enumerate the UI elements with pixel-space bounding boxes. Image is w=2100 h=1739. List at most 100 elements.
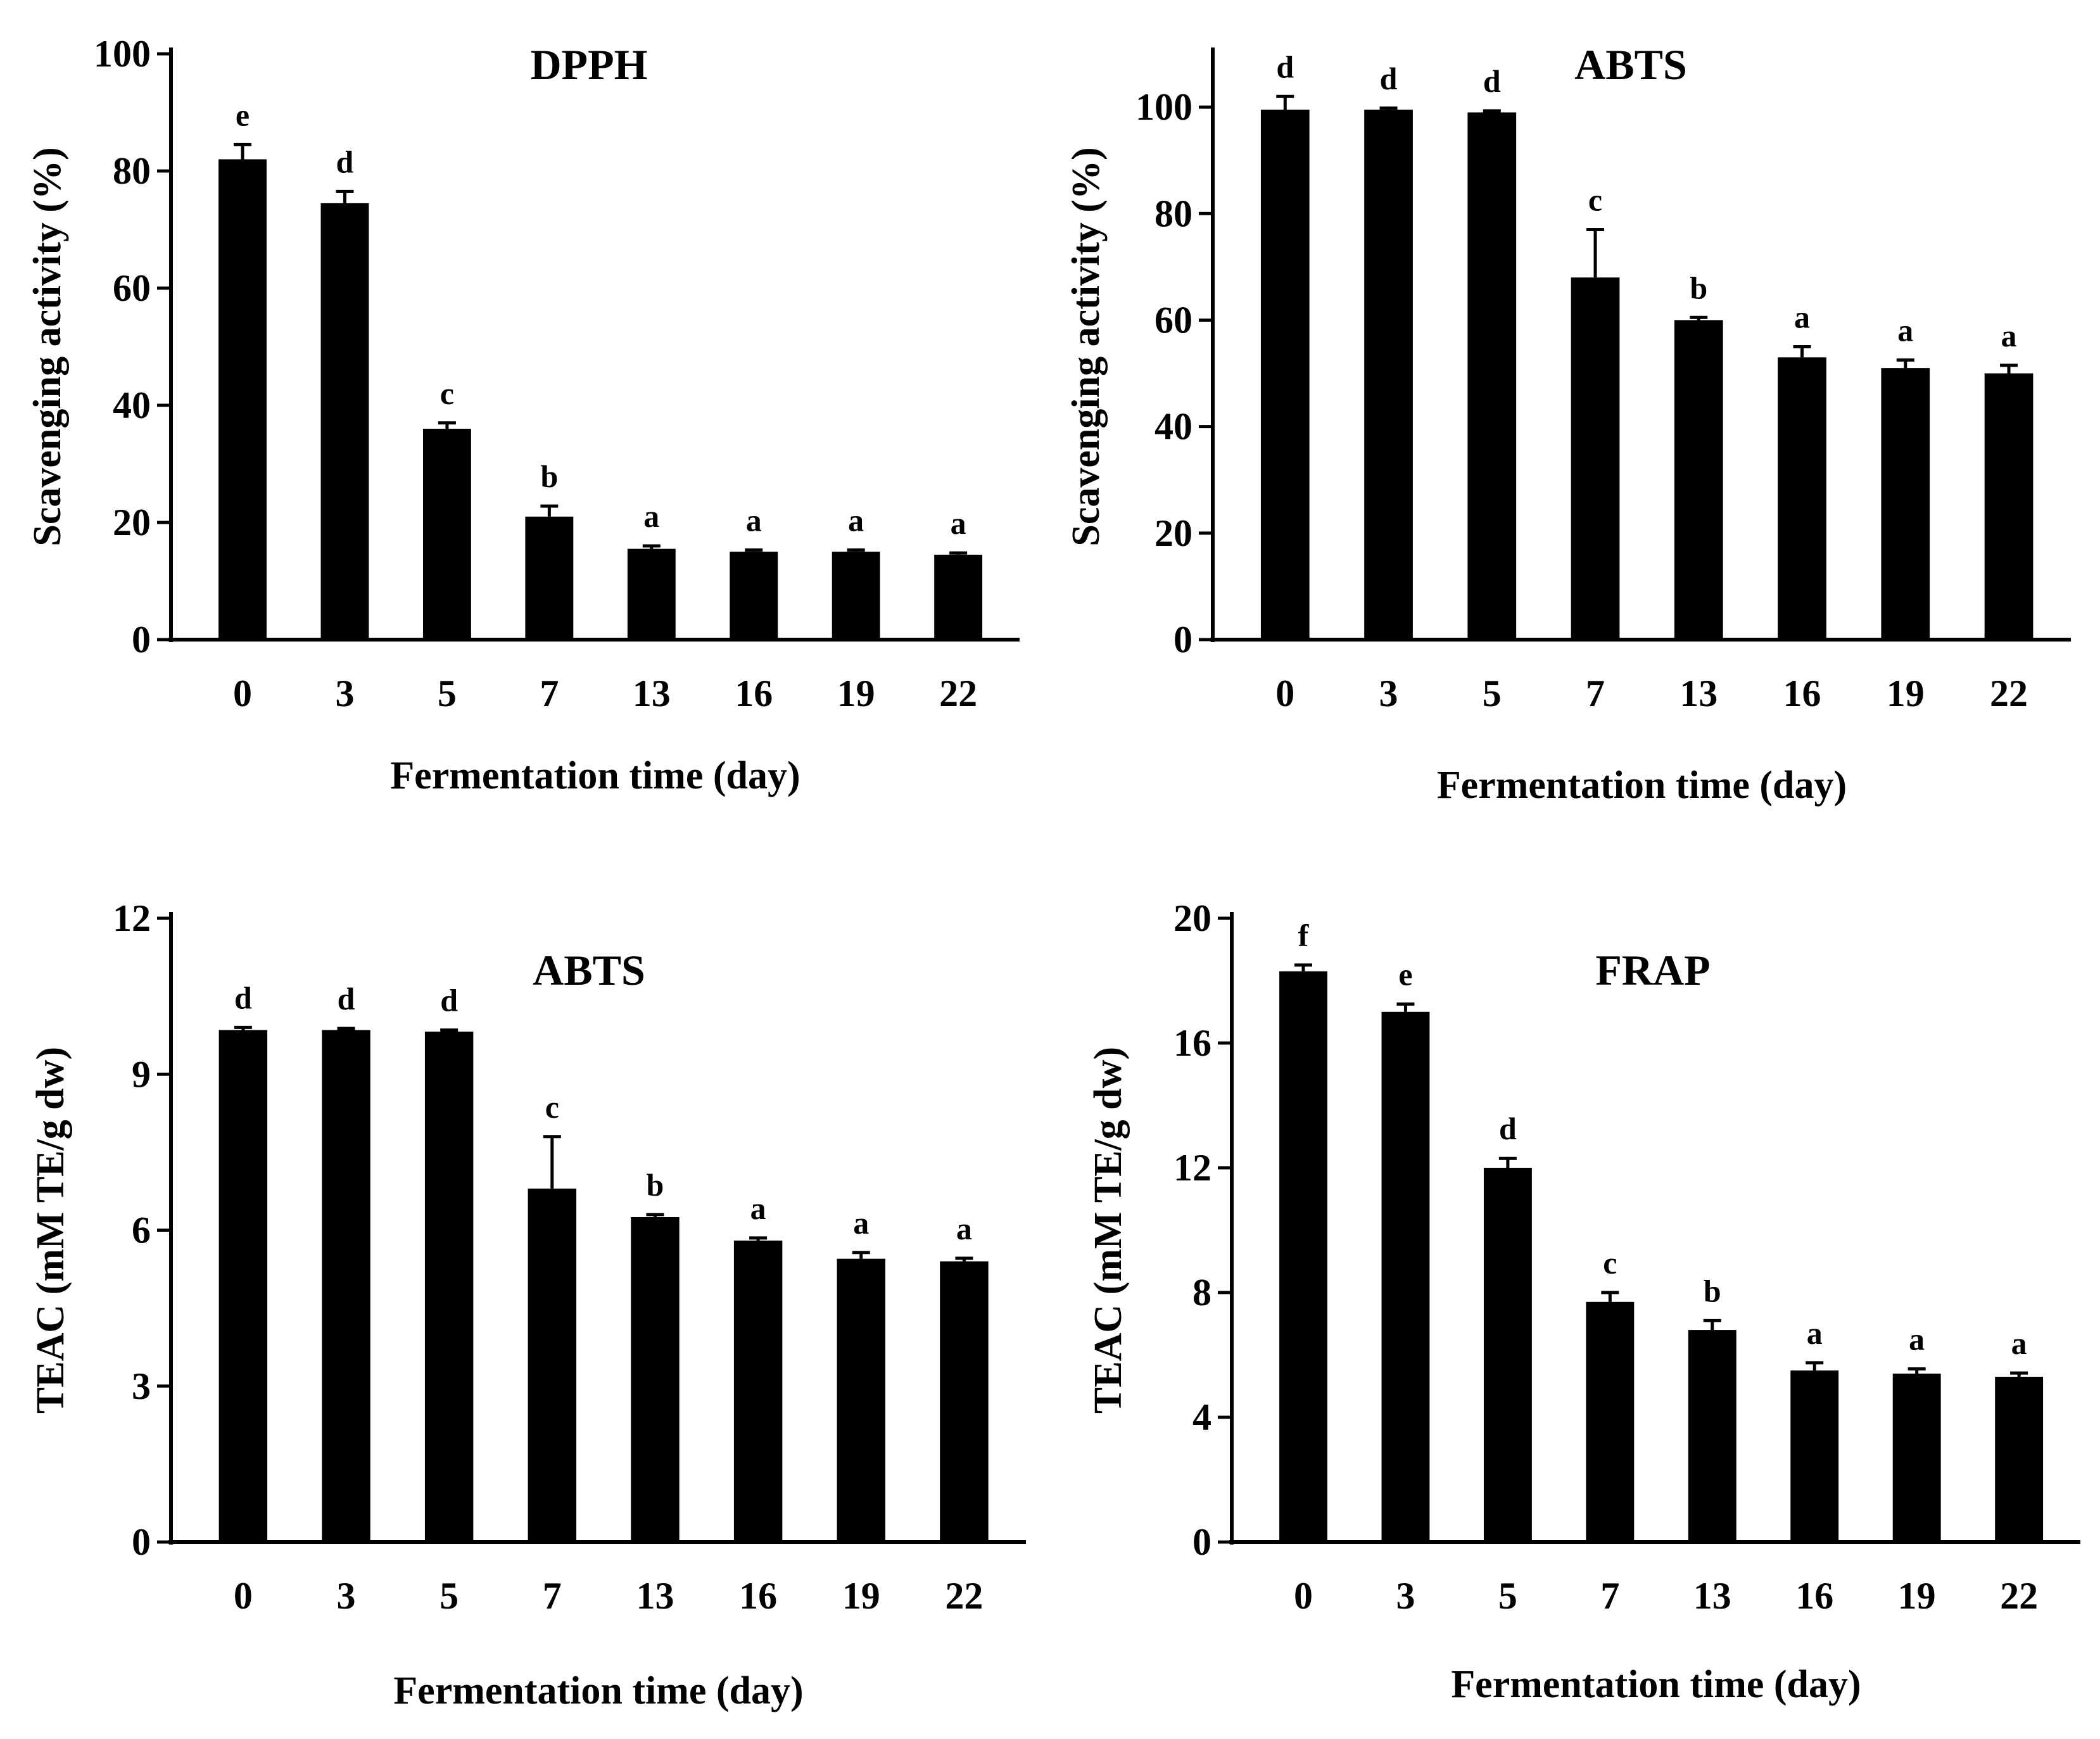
significance-label: d xyxy=(440,982,458,1018)
x-tick-label: 0 xyxy=(1275,673,1294,714)
x-tick-label: 16 xyxy=(735,673,773,714)
y-tick-label: 3 xyxy=(132,1365,151,1407)
significance-label: e xyxy=(1398,956,1412,992)
significance-label: d xyxy=(1380,61,1398,96)
y-tick-label: 100 xyxy=(1135,86,1192,128)
x-tick-label: 22 xyxy=(945,1575,983,1617)
x-tick-label: 22 xyxy=(939,673,977,714)
y-tick-label: 80 xyxy=(113,150,151,192)
y-tick-label: 12 xyxy=(113,897,151,939)
x-tick-label: 5 xyxy=(1498,1575,1517,1617)
bar xyxy=(1892,1374,1941,1542)
y-tick-label: 20 xyxy=(113,502,151,543)
bar xyxy=(1279,971,1327,1542)
significance-label: a xyxy=(848,502,864,538)
x-tick-label: 7 xyxy=(1586,673,1605,714)
bar xyxy=(1467,112,1517,640)
x-tick-label: 5 xyxy=(438,673,457,714)
x-tick-label: 19 xyxy=(1887,673,1925,714)
y-axis-label: Scavenging activity (%) xyxy=(26,147,69,546)
chart-panel-2: 0 20 40 60 80 100 d 0 d 3 d 5 c 7 b 13 a 16 a 19 a 22 ABTS Ferm… xyxy=(1065,41,2071,807)
significance-label: a xyxy=(750,1191,766,1226)
x-tick-label: 3 xyxy=(1379,673,1398,714)
y-tick-label: 60 xyxy=(113,267,151,309)
x-tick-label: 0 xyxy=(233,673,252,714)
y-tick-label: 8 xyxy=(1192,1272,1211,1313)
x-tick-label: 5 xyxy=(440,1575,459,1617)
significance-label: d xyxy=(234,980,252,1015)
bar xyxy=(1995,1376,2044,1542)
bar xyxy=(1571,277,1620,640)
significance-label: c xyxy=(1603,1245,1617,1281)
x-axis-label: Fermentation time (day) xyxy=(1451,1663,1861,1706)
significance-label: d xyxy=(1483,63,1501,99)
y-tick-label: 9 xyxy=(132,1053,151,1095)
bar xyxy=(528,1188,577,1542)
y-tick-label: 40 xyxy=(113,384,151,426)
bar xyxy=(832,552,880,640)
chart-panel-4: 0 4 8 12 16 20 f 0 e 3 d 5 c 7 b 13 a 16 a 19 a 22 FRAP Ferment… xyxy=(1087,897,2080,1706)
x-tick-label: 22 xyxy=(2000,1575,2038,1617)
y-tick-label: 6 xyxy=(132,1210,151,1251)
significance-label: d xyxy=(1276,49,1294,84)
significance-label: b xyxy=(540,458,558,494)
significance-label: a xyxy=(853,1205,869,1241)
x-axis-label: Fermentation time (day) xyxy=(393,1669,803,1712)
significance-label: a xyxy=(956,1211,972,1246)
bar xyxy=(1688,1330,1736,1542)
bar xyxy=(631,1217,680,1542)
x-tick-label: 16 xyxy=(739,1575,777,1617)
y-tick-label: 60 xyxy=(1154,299,1192,341)
y-axis-label: TEAC (mM TE/g dw) xyxy=(29,1047,72,1413)
significance-label: a xyxy=(951,505,966,541)
bar xyxy=(525,516,574,640)
bar xyxy=(837,1258,885,1542)
bar xyxy=(218,1030,268,1542)
significance-label: b xyxy=(647,1167,664,1203)
x-tick-label: 0 xyxy=(234,1575,253,1617)
bar xyxy=(424,1031,474,1542)
bar xyxy=(1381,1011,1430,1542)
chart-panel-1: 0 20 40 60 80 100 e 0 d 3 c 5 b 7 a 13 a 16 a 19 a 22 DPPH Ferm… xyxy=(26,33,1020,797)
x-tick-label: 7 xyxy=(543,1575,562,1617)
y-axis-label: Scavenging activity (%) xyxy=(1065,147,1108,546)
significance-label: a xyxy=(1909,1322,1925,1357)
x-tick-label: 3 xyxy=(337,1575,356,1617)
chart-title: DPPH xyxy=(530,41,647,89)
significance-label: d xyxy=(336,144,354,179)
bar xyxy=(934,554,983,640)
x-tick-label: 3 xyxy=(1396,1575,1415,1617)
significance-label: a xyxy=(643,498,659,534)
x-tick-label: 13 xyxy=(1679,673,1717,714)
x-tick-label: 19 xyxy=(1898,1575,1936,1617)
chart-title: ABTS xyxy=(533,946,645,994)
bar xyxy=(1483,1168,1532,1542)
y-tick-label: 40 xyxy=(1154,406,1192,448)
significance-label: a xyxy=(2001,318,2017,353)
y-tick-label: 0 xyxy=(132,1521,151,1563)
y-tick-label: 20 xyxy=(1173,897,1211,939)
x-tick-label: 16 xyxy=(1783,673,1821,714)
significance-label: f xyxy=(1298,918,1310,953)
bar xyxy=(730,552,778,640)
y-tick-label: 80 xyxy=(1154,193,1192,234)
y-tick-label: 12 xyxy=(1173,1147,1211,1189)
significance-label: a xyxy=(1807,1315,1823,1351)
y-tick-label: 0 xyxy=(1192,1521,1211,1563)
x-axis-label: Fermentation time (day) xyxy=(1437,764,1847,807)
significance-label: a xyxy=(1897,313,1913,348)
y-tick-label: 16 xyxy=(1173,1022,1211,1064)
x-tick-label: 13 xyxy=(636,1575,674,1617)
chart-panel-3: 0 3 6 9 12 d 0 d 3 d 5 c 7 b 13 a 16 a 19 a 22 ABTS Fermentati… xyxy=(29,897,1026,1712)
bar xyxy=(320,203,369,640)
bar xyxy=(1790,1370,1839,1542)
x-axis-label: Fermentation time (day) xyxy=(390,754,800,797)
bar xyxy=(322,1030,370,1542)
x-tick-label: 19 xyxy=(837,673,875,714)
x-tick-label: 22 xyxy=(1990,673,2028,714)
y-axis-label: TEAC (mM TE/g dw) xyxy=(1087,1047,1130,1413)
significance-label: d xyxy=(338,981,355,1016)
y-tick-label: 20 xyxy=(1154,512,1192,554)
y-tick-label: 0 xyxy=(1173,619,1192,661)
